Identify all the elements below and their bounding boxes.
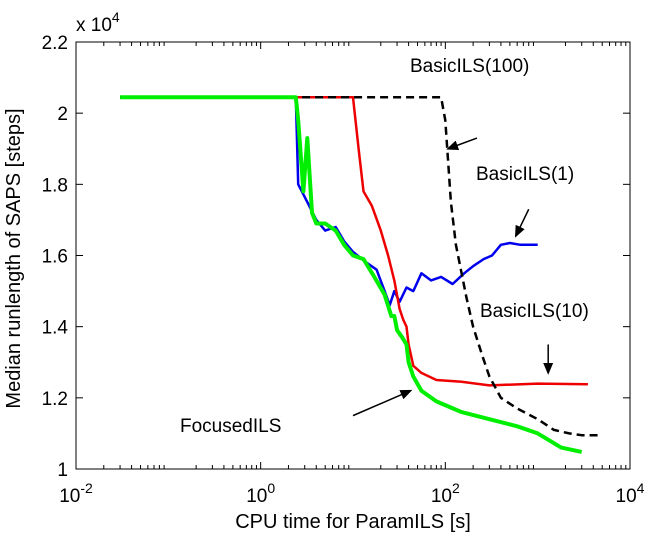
x-tick-label: 102 bbox=[431, 480, 460, 507]
x-tick-label: 10-2 bbox=[59, 480, 93, 507]
series-red-line bbox=[120, 95, 588, 387]
y-tick-label: 1.2 bbox=[42, 389, 68, 410]
annotation-label: BasicILS(10) bbox=[480, 301, 589, 322]
annotation-arrow bbox=[446, 137, 478, 150]
axis-ticks: 10-2 100 102 104 1 1.2 1.4 1.6 1.8 2 2.2 x 104 bbox=[42, 9, 645, 507]
series-lines bbox=[120, 95, 603, 454]
y-tick-label: 1.6 bbox=[42, 247, 68, 268]
x-tick-label: 100 bbox=[246, 480, 275, 507]
series-green-line bbox=[120, 95, 583, 454]
y-tick-label: 2.2 bbox=[42, 33, 68, 54]
annotation-arrow bbox=[514, 208, 530, 238]
y-tick-label: 1.8 bbox=[42, 175, 68, 196]
annotation-label: BasicILS(100) bbox=[410, 56, 529, 77]
y-tick-label: 1.4 bbox=[42, 318, 69, 339]
y-tick-label: 2 bbox=[57, 104, 68, 125]
x-tick-label: 104 bbox=[616, 480, 645, 507]
annotations: BasicILS(100) BasicILS(1) BasicILS(10) Focu… bbox=[180, 56, 589, 437]
annotation-label: BasicILS(1) bbox=[476, 164, 574, 185]
annotation-label: FocusedILS bbox=[180, 416, 281, 437]
annotation-arrow bbox=[352, 389, 413, 417]
series-blue-line bbox=[120, 95, 538, 307]
x-axis-label: CPU time for ParamILS [s] bbox=[235, 511, 471, 533]
y-axis-label: Median runlength of SAPS [steps] bbox=[3, 108, 25, 408]
y-tick-label: 1 bbox=[57, 460, 68, 481]
y-multiplier-label: x 104 bbox=[76, 9, 120, 36]
